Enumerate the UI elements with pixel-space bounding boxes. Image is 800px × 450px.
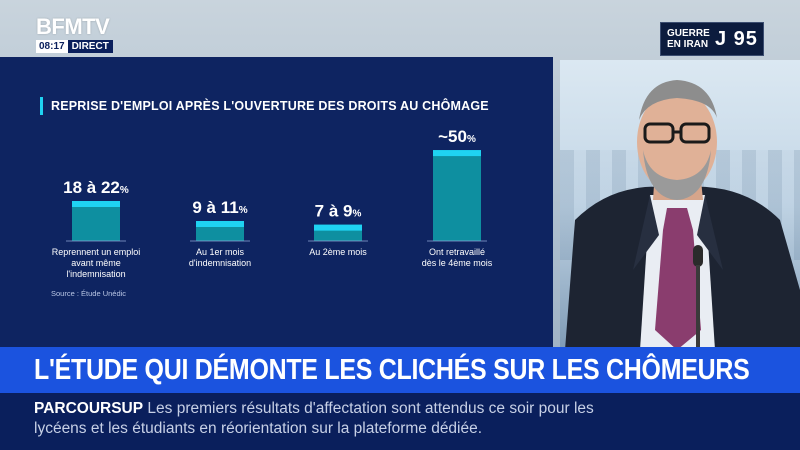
guest-speaker [555, 60, 800, 350]
category-label-2: Au 1er mois [196, 247, 245, 257]
bar-top-2 [196, 221, 244, 227]
topic-tag: GUERRE EN IRAN J 95 [660, 22, 764, 56]
category-label-2: d'indemnisation [189, 258, 251, 268]
value-label-3: 7 à 9% [315, 202, 362, 221]
bar-top-3 [314, 224, 362, 231]
ticker-content: PARCOURSUP Les premiers résultats d'affe… [34, 399, 644, 439]
headline-banner: L'ÉTUDE QUI DÉMONTE LES CLICHÉS SUR LES … [0, 347, 800, 393]
value-label-4: ~50% [438, 127, 476, 146]
chart-title: REPRISE D'EMPLOI APRÈS L'OUVERTURE DES D… [51, 99, 489, 113]
value-label-1: 18 à 22% [63, 178, 129, 197]
live-badge: DIRECT [67, 40, 113, 53]
headline-text: L'ÉTUDE QUI DÉMONTE LES CLICHÉS SUR LES … [34, 354, 750, 386]
topic-line-2: EN IRAN [667, 39, 709, 50]
bar-top-1 [72, 201, 120, 207]
category-label-1: l'indemnisation [66, 269, 125, 279]
ticker-text: Les premiers résultats d'affectation son… [34, 400, 594, 437]
category-label-1: avant même [71, 258, 121, 268]
chart-source: Source : Étude Unédic [51, 289, 127, 298]
category-label-4: Ont retravaillé [429, 247, 485, 257]
category-label-1: Reprennent un emploi [52, 247, 141, 257]
bar-4 [433, 150, 481, 241]
category-label-4: dès le 4ème mois [422, 258, 493, 268]
category-label-3: Au 2ème mois [309, 247, 367, 257]
bar-1 [72, 201, 120, 241]
news-ticker: PARCOURSUP Les premiers résultats d'affe… [0, 393, 800, 450]
topic-day-counter: J 95 [715, 27, 758, 50]
channel-name: BFMTV [36, 14, 110, 39]
bar-top-4 [433, 150, 481, 157]
value-label-2: 9 à 11% [192, 198, 247, 217]
channel-logo: BFMTV 08:17 DIRECT [36, 16, 116, 53]
clock: 08:17 [36, 40, 68, 53]
ticker-tag: PARCOURSUP [34, 400, 144, 417]
topic-line-1: GUERRE [667, 28, 710, 39]
title-accent [40, 97, 43, 115]
